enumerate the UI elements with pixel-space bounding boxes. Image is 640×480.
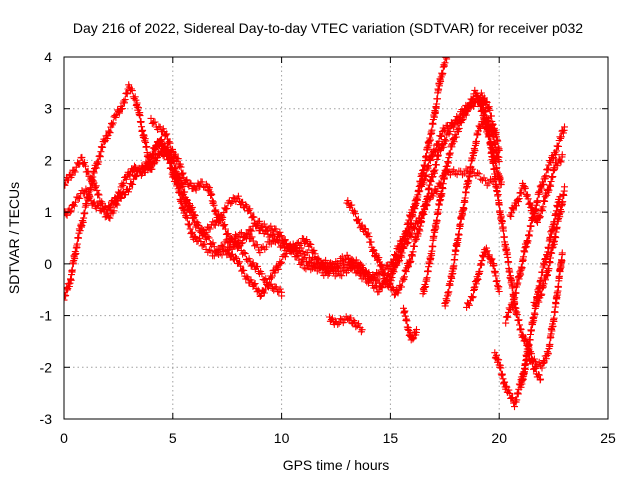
y-tick-label: -2 xyxy=(40,359,53,375)
data-point-markers xyxy=(491,349,544,411)
y-axis-label: SDTVAR / TECUs xyxy=(6,182,22,294)
series-track-12 xyxy=(491,349,544,411)
series-track-4 xyxy=(147,114,286,300)
x-tick-label: 0 xyxy=(60,430,68,446)
y-tick-label: 3 xyxy=(44,101,52,117)
data-point-markers xyxy=(343,89,503,299)
y-tick-label: -1 xyxy=(40,308,53,324)
x-axis-label: GPS time / hours xyxy=(283,457,390,473)
x-tick-label: 25 xyxy=(600,430,616,446)
series-track-14 xyxy=(506,151,566,226)
data-point-markers xyxy=(400,304,420,344)
series-track-5 xyxy=(223,235,373,300)
axis-ticks: 0 5 10 15 20 25 -3 -2 -1 0 1 2 3 4 xyxy=(40,49,616,446)
data-point-markers xyxy=(147,114,286,300)
data-point-markers xyxy=(419,86,505,298)
x-tick-label: 5 xyxy=(169,430,177,446)
data-point-markers xyxy=(506,151,566,226)
series-track-10 xyxy=(441,115,566,372)
data-layer xyxy=(64,57,568,411)
series-track-11 xyxy=(463,244,503,311)
plot-frame xyxy=(63,56,609,420)
data-point-markers xyxy=(326,313,366,336)
series-track-7 xyxy=(343,89,503,299)
x-tick-label: 10 xyxy=(274,430,290,446)
x-tick-label: 20 xyxy=(491,430,507,446)
y-tick-label: 4 xyxy=(44,49,52,65)
y-tick-label: 1 xyxy=(44,204,52,220)
data-point-markers xyxy=(223,235,373,300)
y-tick-label: 2 xyxy=(44,152,52,168)
data-point-markers xyxy=(441,115,566,372)
series-group xyxy=(64,57,568,411)
series-track-16 xyxy=(530,183,568,309)
series-track-9 xyxy=(419,86,505,298)
series-track-8 xyxy=(400,304,420,344)
y-tick-label: -3 xyxy=(40,411,53,427)
series-track-6 xyxy=(326,313,366,336)
y-tick-label: 0 xyxy=(44,256,52,272)
x-tick-label: 15 xyxy=(383,430,399,446)
data-point-markers xyxy=(530,183,568,309)
data-point-markers xyxy=(463,244,503,311)
chart-title: Day 216 of 2022, Sidereal Day-to-day VTE… xyxy=(73,20,583,36)
